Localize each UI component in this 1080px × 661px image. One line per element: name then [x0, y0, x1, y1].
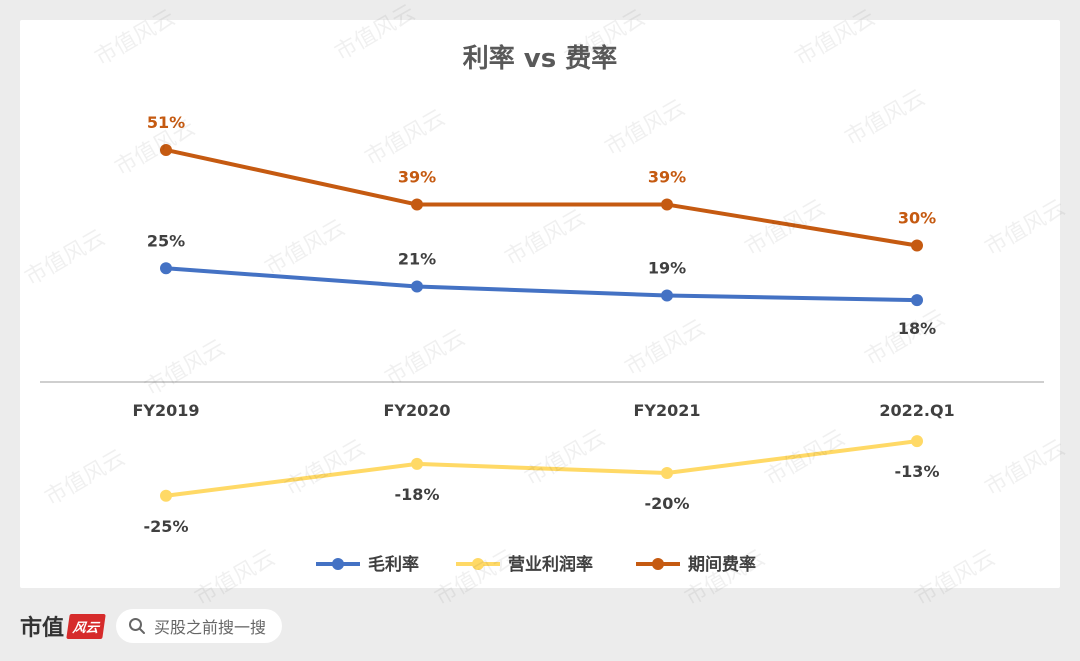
- data-label: 21%: [398, 249, 436, 268]
- data-label: -20%: [645, 494, 690, 513]
- series-line: [164, 266, 919, 303]
- legend-label: 毛利率: [368, 554, 419, 575]
- data-point: [661, 289, 673, 302]
- legend-swatch-marker: [652, 558, 664, 570]
- x-tick-label: FY2019: [132, 401, 199, 420]
- search-box[interactable]: 买股之前搜一搜: [116, 609, 283, 643]
- brand-seal: 风云: [66, 613, 106, 639]
- search-icon: [129, 618, 146, 634]
- data-label: 18%: [898, 319, 936, 338]
- series-line: [164, 147, 919, 248]
- data-point: [911, 239, 923, 252]
- series-line: [164, 439, 919, 498]
- legend-swatch-marker: [332, 558, 344, 570]
- data-label: 25%: [147, 231, 185, 250]
- data-point: [661, 467, 673, 479]
- x-tick-label: FY2020: [383, 401, 450, 420]
- data-label: 39%: [398, 168, 436, 187]
- data-point: [411, 198, 423, 211]
- legend-label: 期间费率: [688, 554, 756, 575]
- data-label: -13%: [895, 462, 940, 481]
- x-tick-label: FY2021: [633, 401, 700, 420]
- search-placeholder: 买股之前搜一搜: [154, 618, 267, 637]
- data-label: -18%: [395, 485, 440, 504]
- data-label: -25%: [144, 517, 189, 536]
- data-point: [411, 457, 423, 470]
- chart-card: 利率 vs 费率 FY2019 FY2020 FY2021 2022.Q1 25% 21…: [20, 20, 1060, 588]
- brand-text: 市值: [20, 615, 65, 641]
- data-label: 19%: [648, 259, 686, 278]
- brand-logo: 市值 风云: [20, 610, 106, 642]
- chart-title: 利率 vs 费率: [463, 43, 618, 74]
- data-label: 30%: [898, 209, 936, 228]
- data-point: [160, 262, 172, 275]
- data-label: 51%: [147, 113, 185, 132]
- line-chart: 利率 vs 费率 FY2019 FY2020 FY2021 2022.Q1 25% 21…: [40, 43, 1044, 575]
- data-point: [411, 280, 423, 293]
- data-point: [911, 435, 923, 448]
- data-point: [911, 294, 923, 307]
- data-label: 39%: [648, 168, 686, 187]
- legend-label: 营业利润率: [508, 554, 593, 575]
- data-point: [160, 489, 172, 502]
- data-point: [160, 143, 172, 156]
- footer-bar: 市值 风云 买股之前搜一搜: [20, 606, 420, 646]
- x-tick-label: 2022.Q1: [879, 401, 954, 420]
- data-point: [661, 198, 673, 211]
- legend-swatch-marker: [472, 558, 484, 570]
